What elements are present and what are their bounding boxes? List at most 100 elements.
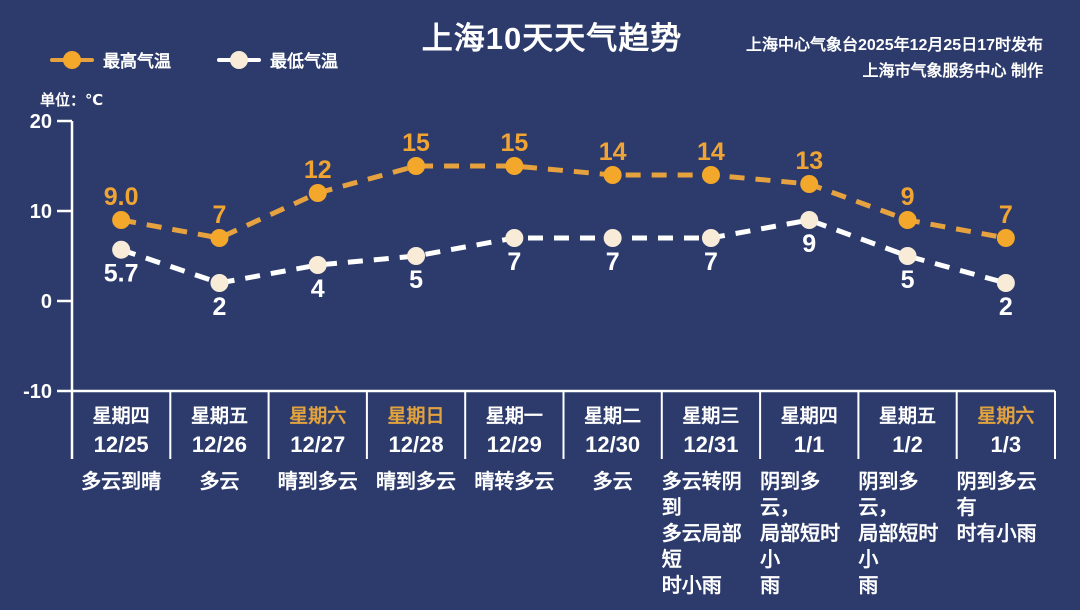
x-axis-day-columns: 星期四 12/25 多云到晴 星期五 12/26 多云 星期六 12/27 晴到多云 星期日 12/… — [72, 398, 1055, 599]
weather-description-text: 阴到多云有 时有小雨 — [956, 471, 1037, 545]
high-temp-point — [800, 175, 819, 193]
day-column: 星期六 1/3 阴到多云有 时有小雨 — [957, 398, 1055, 599]
low-temp-point — [210, 274, 229, 292]
day-column: 星期日 12/28 晴到多云 — [367, 398, 465, 599]
low-temp-value-label: 2 — [212, 293, 226, 321]
low-temp-value-label: 5 — [901, 266, 915, 294]
high-temp-point — [701, 166, 720, 184]
y-axis-tick-label: 0 — [41, 291, 52, 313]
low-temp-point — [308, 256, 327, 274]
low-temp-value-label: 5 — [409, 266, 423, 294]
low-temp-value-label: 7 — [704, 248, 718, 276]
weekday-label: 星期五 — [879, 406, 937, 427]
high-temp-point — [898, 211, 917, 229]
legend-item-high-temp: 最高气温 — [50, 47, 171, 72]
high-temp-line — [120, 163, 1007, 241]
day-column: 星期四 1/1 阴到多云， 局部短时小 雨 — [760, 398, 858, 599]
weather-description: 多云转阴到 多云局部短 时小雨 — [662, 469, 760, 599]
low-temp-value-label: 4 — [311, 275, 325, 303]
date-label: 12/26 — [191, 432, 247, 457]
day-column: 星期三 12/31 多云转阴到 多云局部短 时小雨 — [662, 398, 760, 599]
weekday-label: 星期一 — [485, 406, 543, 427]
date-label: 12/31 — [683, 432, 739, 457]
date-label: 12/27 — [290, 432, 346, 457]
weather-description-text: 晴到多云 — [376, 471, 457, 493]
low-temp-value-label: 5.7 — [104, 260, 139, 288]
date-label: 12/30 — [585, 432, 641, 457]
high-temp-value-label: 9 — [901, 183, 915, 211]
legend-item-low-temp: 最低气温 — [217, 47, 338, 72]
weather-description-text: 晴到多云 — [277, 471, 358, 493]
low-temp-value-label: 9 — [802, 230, 816, 258]
high-temp-value-label: 12 — [304, 156, 332, 184]
low-temp-legend-marker-icon — [217, 50, 261, 70]
legend-label-high-temp: 最高气温 — [103, 52, 171, 71]
low-temp-point — [505, 229, 524, 247]
high-temp-value-label: 7 — [212, 201, 226, 229]
weather-description: 晴到多云 — [367, 469, 465, 495]
source-line-1: 上海中心气象台2025年12月25日17时发布 — [746, 37, 1043, 54]
low-temp-point — [898, 247, 917, 265]
low-temp-point — [701, 229, 720, 247]
low-temp-point — [996, 274, 1015, 292]
y-axis-tick-label: 20 — [30, 111, 52, 133]
day-column: 星期二 12/30 多云 — [563, 398, 661, 599]
weather-description: 多云 — [170, 469, 268, 495]
date-label: 1/3 — [990, 432, 1022, 457]
weather-description-text: 多云 — [199, 471, 240, 493]
day-column: 星期一 12/29 晴转多云 — [465, 398, 563, 599]
weekday-label: 星期五 — [190, 406, 248, 427]
high-temp-legend-marker-icon — [50, 50, 94, 70]
legend-label-low-temp: 最低气温 — [270, 52, 338, 71]
low-temp-line — [120, 217, 1007, 286]
source-line-2: 上海市气象服务中心 制作 — [862, 63, 1043, 80]
low-temp-value-label: 7 — [507, 248, 521, 276]
weather-description-text: 多云 — [592, 471, 633, 493]
weather-description-text: 阴到多云， 局部短时小 雨 — [858, 471, 939, 597]
y-axis-unit-label: 单位：℃ — [40, 92, 104, 109]
date-label: 1/2 — [892, 432, 923, 457]
day-column: 星期五 1/2 阴到多云， 局部短时小 雨 — [858, 398, 956, 599]
legend: 最高气温 最低气温 — [50, 47, 338, 72]
weather-description-text: 多云到晴 — [81, 471, 162, 493]
weekday-label: 星期日 — [387, 406, 445, 427]
weather-description: 多云 — [563, 469, 661, 495]
high-temp-value-label: 14 — [599, 138, 627, 166]
low-temp-value-label: 2 — [999, 293, 1013, 321]
day-column: 星期五 12/26 多云 — [170, 398, 268, 599]
y-axis-tick-label: 10 — [30, 201, 52, 223]
high-temp-point — [996, 229, 1015, 247]
date-label: 12/29 — [486, 432, 542, 457]
weather-description-text: 阴到多云， 局部短时小 雨 — [760, 471, 841, 597]
high-temp-point — [505, 157, 524, 175]
low-temp-point — [800, 211, 819, 229]
weather-description: 晴到多云 — [269, 469, 367, 495]
low-temp-value-label: 7 — [606, 248, 620, 276]
weekday-label: 星期三 — [682, 406, 740, 427]
day-column: 星期六 12/27 晴到多云 — [269, 398, 367, 599]
weather-description: 晴转多云 — [465, 469, 563, 495]
weather-description-text: 多云转阴到 多云局部短 时小雨 — [661, 471, 742, 597]
weather-description: 多云到晴 — [72, 469, 170, 495]
high-temp-value-label: 14 — [697, 138, 725, 166]
high-temp-value-label: 7 — [999, 201, 1013, 229]
high-temp-point — [603, 166, 622, 184]
source-info: 上海中心气象台2025年12月25日17时发布 上海市气象服务中心 制作 — [746, 33, 1043, 85]
weekday-label: 星期四 — [92, 406, 150, 427]
high-temp-value-label: 15 — [402, 129, 430, 157]
high-temp-point — [308, 184, 327, 202]
low-temp-point — [407, 247, 426, 265]
day-column: 星期四 12/25 多云到晴 — [72, 398, 170, 599]
high-temp-value-label: 9.0 — [104, 183, 139, 211]
weather-description-text: 晴转多云 — [474, 471, 555, 493]
high-temp-value-label: 13 — [795, 147, 823, 175]
date-label: 1/1 — [793, 432, 825, 457]
weather-description: 阴到多云有 时有小雨 — [957, 469, 1055, 547]
high-temp-point — [112, 211, 131, 229]
page-title: 上海10天天气趋势 — [421, 21, 683, 56]
weather-description: 阴到多云， 局部短时小 雨 — [858, 469, 956, 599]
date-label: 12/25 — [93, 432, 149, 457]
weekday-label: 星期六 — [289, 406, 347, 427]
